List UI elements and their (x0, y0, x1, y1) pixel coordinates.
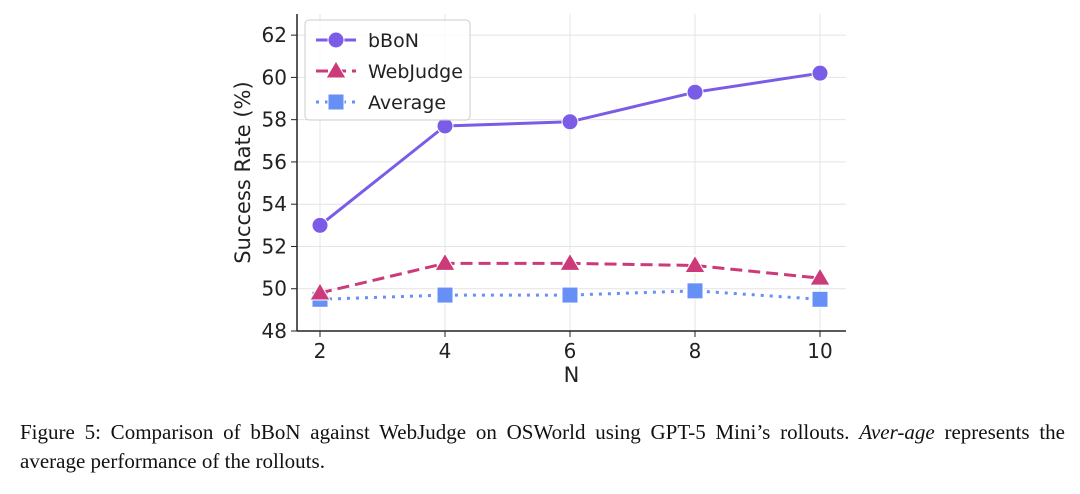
legend-label: Average (368, 92, 446, 114)
y-tick-label: 54 (262, 192, 287, 216)
data-point (686, 282, 704, 300)
x-axis-label: N (564, 363, 580, 387)
y-tick-label: 58 (262, 108, 287, 132)
y-axis-label: Success Rate (%) (231, 81, 255, 263)
series-bbon (311, 64, 829, 234)
y-tick-label: 48 (262, 319, 287, 343)
x-tick-label: 8 (689, 339, 702, 363)
data-point (436, 286, 454, 304)
data-point (561, 286, 579, 304)
x-tick-label: 2 (314, 339, 327, 363)
data-point (811, 290, 829, 308)
data-point (809, 267, 831, 286)
x-tick-label: 6 (564, 339, 577, 363)
data-point (309, 281, 331, 301)
legend: bBoN WebJudge Average (304, 19, 471, 121)
series-line (319, 289, 821, 301)
y-tick-label: 60 (262, 65, 287, 89)
data-point (686, 83, 704, 101)
y-tick-label: 62 (262, 23, 287, 47)
legend-label: WebJudge (368, 61, 463, 83)
caption-text: Figure 5: Comparison of bBoN against Web… (20, 420, 860, 444)
y-tick-label: 52 (262, 234, 287, 258)
y-tick-label: 50 (262, 277, 287, 301)
legend-marker (327, 31, 345, 49)
caption-text-end: represents the average performance of th… (20, 420, 1065, 473)
x-tick-label: 4 (439, 339, 452, 363)
legend-marker (325, 60, 347, 79)
data-point (311, 216, 329, 234)
figure-caption: Figure 5: Comparison of bBoN against Web… (20, 418, 1065, 476)
data-point (561, 113, 579, 131)
series-webjudge (309, 252, 831, 301)
y-tick-label: 56 (262, 150, 287, 174)
legend-marker (327, 93, 345, 111)
data-point (684, 254, 706, 273)
data-point (559, 252, 581, 271)
data-point (811, 64, 829, 82)
line-chart: 2 4 6 8 10 48 50 52 54 56 58 60 62 N Success Rate (%) b… (231, 14, 846, 387)
x-tick-label: 10 (807, 339, 832, 363)
legend-box (304, 19, 471, 121)
data-point (434, 252, 456, 271)
legend-label: bBoN (368, 30, 419, 52)
caption-italic: Aver-age (859, 420, 935, 444)
